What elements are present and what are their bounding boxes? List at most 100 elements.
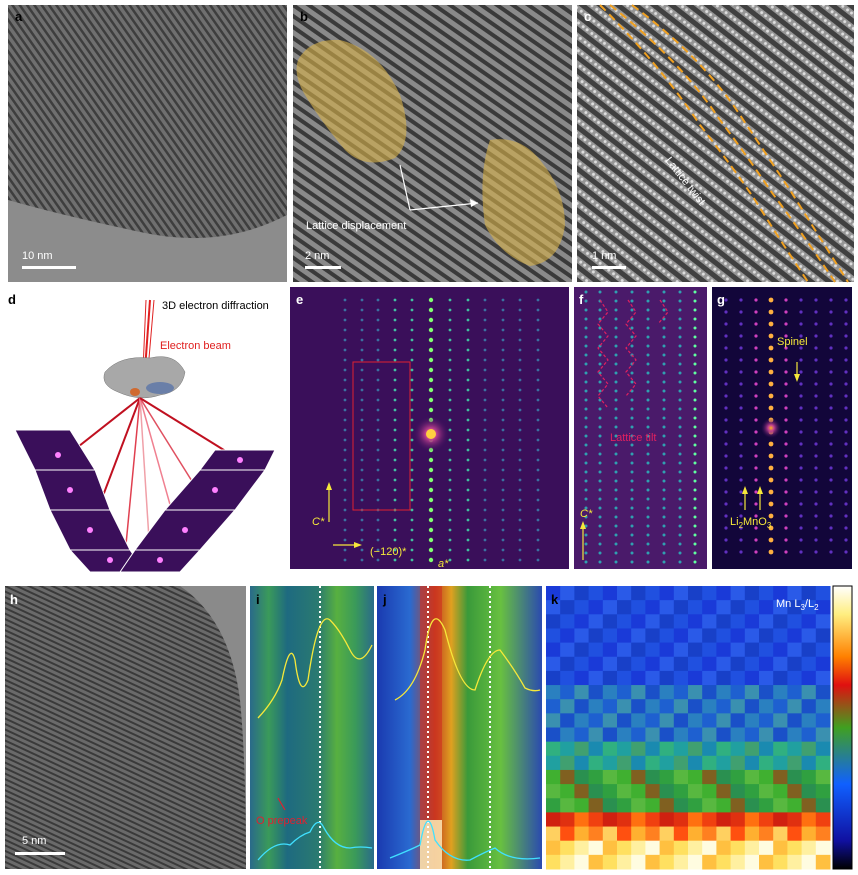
map-pixel bbox=[716, 769, 732, 785]
diffraction-spot bbox=[754, 418, 758, 422]
panel-i-image bbox=[250, 586, 374, 869]
diffraction-spot bbox=[630, 488, 634, 492]
map-pixel bbox=[716, 699, 732, 714]
diffraction-spot bbox=[448, 548, 452, 552]
map-pixel bbox=[801, 840, 817, 856]
map-pixel bbox=[659, 656, 675, 672]
map-pixel bbox=[716, 656, 732, 672]
diffraction-spot bbox=[360, 548, 364, 552]
map-pixel bbox=[688, 854, 703, 870]
diffraction-spot bbox=[784, 430, 788, 434]
map-pixel bbox=[673, 685, 689, 700]
diffraction-spot bbox=[630, 461, 634, 465]
diffraction-spot bbox=[536, 558, 540, 562]
diffraction-spot bbox=[536, 488, 540, 492]
diffraction-spot bbox=[501, 358, 505, 362]
map-pixel bbox=[645, 741, 661, 757]
panel-label-c: c bbox=[584, 9, 592, 24]
map-pixel bbox=[702, 614, 717, 629]
diffraction-spot bbox=[501, 308, 505, 312]
diffraction-spot bbox=[724, 382, 728, 386]
diffraction-spot bbox=[630, 506, 634, 510]
diffraction-spot bbox=[630, 443, 634, 447]
map-pixel bbox=[659, 741, 675, 757]
map-pixel bbox=[645, 854, 661, 870]
diffraction-spot bbox=[693, 506, 697, 510]
map-pixel bbox=[787, 741, 803, 757]
diffraction-spot bbox=[754, 334, 758, 338]
panel-e-reflection-rows bbox=[343, 297, 540, 563]
scale-label-c: 1 nm bbox=[592, 250, 617, 262]
diffraction-spot bbox=[536, 438, 540, 442]
diffraction-spot bbox=[693, 299, 697, 303]
map-pixel bbox=[815, 699, 831, 714]
electron-diffraction-3d-label: 3D electron diffraction bbox=[162, 300, 269, 312]
diffraction-spot bbox=[768, 489, 774, 495]
diffraction-spot bbox=[693, 551, 697, 555]
diffraction-spot bbox=[536, 348, 540, 352]
electron-beam-label: Electron beam bbox=[160, 340, 231, 352]
map-pixel bbox=[659, 699, 675, 714]
diffraction-spot bbox=[768, 453, 774, 459]
diffraction-spot bbox=[614, 479, 618, 483]
diffraction-spot bbox=[844, 430, 848, 434]
map-pixel bbox=[759, 642, 774, 658]
map-pixel bbox=[673, 670, 689, 686]
map-pixel bbox=[560, 628, 575, 644]
diffraction-spot bbox=[410, 368, 414, 372]
map-pixel bbox=[787, 840, 803, 856]
diffraction-spot bbox=[518, 458, 522, 462]
map-pixel bbox=[773, 670, 788, 686]
diffraction-spot bbox=[584, 470, 588, 474]
map-pixel bbox=[617, 586, 632, 601]
diffraction-spot bbox=[343, 318, 347, 322]
map-pixel bbox=[815, 628, 831, 644]
diffraction-spot bbox=[662, 542, 666, 546]
diffraction-spot bbox=[501, 408, 505, 412]
diffraction-spot bbox=[410, 498, 414, 502]
diffraction-spot bbox=[844, 502, 848, 506]
map-pixel bbox=[787, 769, 803, 785]
diffraction-spot bbox=[799, 382, 803, 386]
map-pixel bbox=[759, 784, 774, 799]
diffraction-spot bbox=[630, 416, 634, 420]
diffraction-spot bbox=[501, 518, 505, 522]
diffraction-spot bbox=[739, 538, 743, 542]
diffraction-spot bbox=[584, 551, 588, 555]
diffraction-spot bbox=[410, 418, 414, 422]
diffraction-spot bbox=[360, 378, 364, 382]
diffraction-spot bbox=[646, 425, 650, 429]
map-pixel bbox=[631, 656, 646, 672]
diffraction-spot bbox=[501, 318, 505, 322]
diffraction-spot bbox=[693, 470, 697, 474]
diffraction-spot bbox=[784, 490, 788, 494]
diffraction-spot bbox=[448, 358, 452, 362]
diffraction-spot bbox=[829, 394, 833, 398]
map-pixel bbox=[602, 769, 618, 785]
tilt-zigzag-2 bbox=[625, 299, 637, 397]
diffraction-spot bbox=[584, 488, 588, 492]
diffraction-spot bbox=[844, 418, 848, 422]
map-pixel bbox=[815, 727, 831, 743]
map-pixel bbox=[801, 812, 817, 828]
diffraction-spot bbox=[678, 362, 682, 366]
map-pixel bbox=[787, 586, 803, 601]
map-pixel bbox=[801, 798, 817, 813]
scale-label-a: 10 nm bbox=[22, 250, 53, 262]
map-pixel bbox=[815, 642, 831, 658]
map-pixel bbox=[730, 614, 746, 629]
diffraction-spot bbox=[343, 508, 347, 512]
map-pixel bbox=[702, 854, 717, 870]
diffraction-spot bbox=[739, 430, 743, 434]
diffraction-spot bbox=[393, 558, 397, 562]
diffraction-spot bbox=[410, 538, 414, 542]
diffraction-spot bbox=[410, 458, 414, 462]
map-pixel bbox=[617, 812, 632, 828]
diffraction-spot bbox=[410, 318, 414, 322]
diffraction-spot bbox=[483, 448, 487, 452]
twist-line-1 bbox=[609, 4, 836, 283]
map-pixel bbox=[673, 642, 689, 658]
diffraction-spot bbox=[724, 442, 728, 446]
map-pixel bbox=[546, 798, 561, 813]
diffraction-spot bbox=[483, 428, 487, 432]
